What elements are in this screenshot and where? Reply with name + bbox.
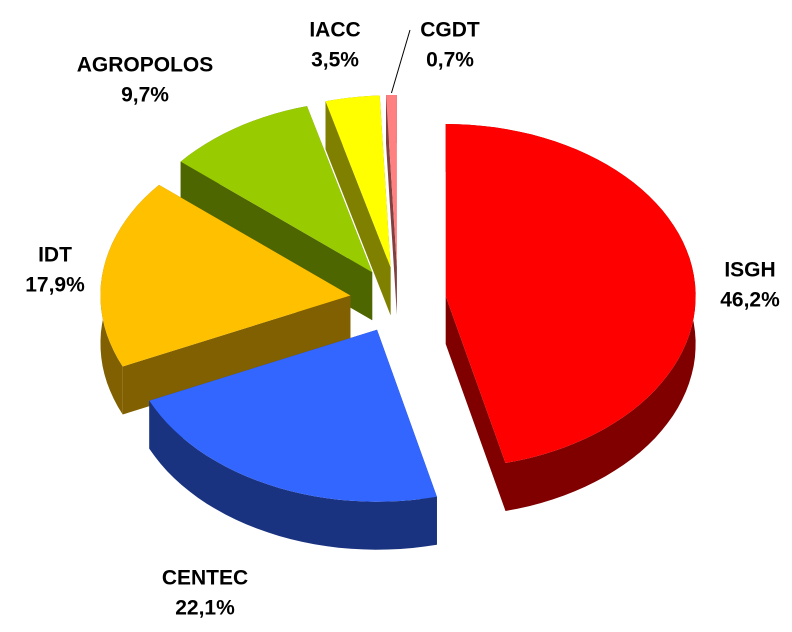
slice bbox=[100, 184, 351, 367]
slice-value-label: 9,7% bbox=[121, 84, 169, 107]
slice-side bbox=[325, 101, 391, 316]
slice-group bbox=[100, 184, 351, 415]
slice-label: AGROPOLOS bbox=[77, 54, 214, 77]
slice-group bbox=[445, 124, 696, 511]
slice-value-label: 46,2% bbox=[720, 289, 780, 312]
slice-label: CENTEC bbox=[162, 567, 248, 590]
slice-side bbox=[386, 95, 397, 315]
slice-group bbox=[325, 95, 391, 316]
slice bbox=[445, 124, 696, 463]
slice-side bbox=[445, 296, 506, 511]
slice bbox=[325, 95, 391, 268]
slice bbox=[180, 106, 373, 273]
leader-line bbox=[390, 29, 411, 94]
slice-side bbox=[122, 295, 351, 415]
slice-label: IACC bbox=[309, 19, 360, 42]
slice-label: ISGH bbox=[724, 259, 775, 282]
slice-value-label: 3,5% bbox=[311, 49, 359, 72]
slice-value-label: 22,1% bbox=[175, 597, 235, 620]
slice-label: IDT bbox=[38, 244, 72, 267]
slice bbox=[149, 329, 437, 502]
slice-value-label: 17,9% bbox=[25, 274, 85, 297]
slice-group bbox=[149, 329, 437, 550]
slice bbox=[386, 95, 397, 267]
slice-label: CGDT bbox=[420, 19, 480, 42]
slice-group bbox=[386, 95, 397, 315]
slice-wall bbox=[149, 400, 437, 550]
slice-value-label: 0,7% bbox=[426, 49, 474, 72]
